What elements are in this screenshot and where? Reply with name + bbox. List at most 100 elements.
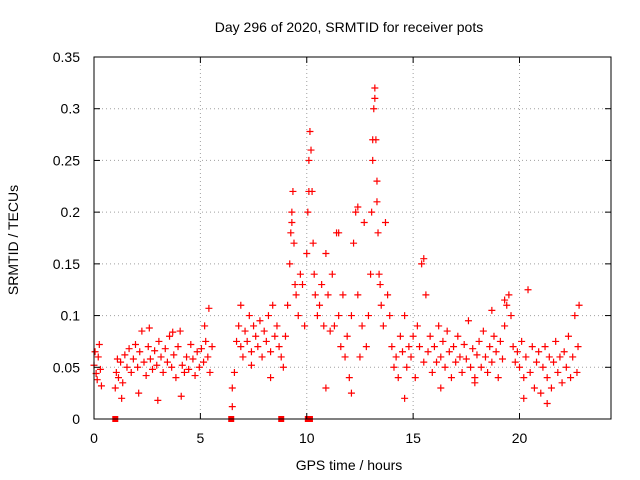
data-point: [522, 353, 530, 361]
data-point: [177, 392, 185, 400]
data-point: [281, 332, 289, 340]
data-point: [277, 353, 285, 361]
data-point: [256, 317, 264, 325]
data-point: [205, 304, 213, 312]
data-point: [311, 291, 319, 299]
data-point: [456, 353, 464, 361]
data-point: [241, 327, 249, 335]
data-point: [371, 84, 379, 92]
data-point: [347, 312, 355, 320]
data-point: [204, 353, 212, 361]
data-point: [407, 353, 415, 361]
data-point: [153, 361, 161, 369]
data-point: [187, 341, 195, 349]
data-point: [291, 281, 299, 289]
data-point: [174, 343, 182, 351]
data-point: [208, 343, 216, 351]
data-point: [362, 343, 370, 351]
data-point: [168, 363, 176, 371]
data-point: [398, 348, 406, 356]
data-point: [575, 301, 583, 309]
data-point: [439, 337, 447, 345]
data-point: [494, 374, 502, 382]
data-point: [117, 358, 125, 366]
y-tick-label: 0.25: [53, 152, 80, 168]
data-point: [574, 343, 582, 351]
data-point: [200, 358, 208, 366]
data-point: [403, 363, 411, 371]
data-point: [289, 187, 297, 195]
data-point: [228, 403, 236, 411]
data-point: [420, 255, 428, 263]
x-tick-label: 15: [405, 430, 421, 446]
data-point: [509, 343, 517, 351]
data-point: [93, 376, 101, 384]
data-point: [530, 384, 538, 392]
data-point: [97, 382, 105, 390]
data-point: [464, 317, 472, 325]
data-point: [381, 218, 389, 226]
data-point: [503, 301, 511, 309]
data-point: [287, 229, 295, 237]
data-point: [131, 341, 139, 349]
data-point: [163, 358, 171, 366]
data-point: [347, 389, 355, 397]
data-point: [305, 187, 313, 195]
data-point: [324, 291, 332, 299]
data-point: [567, 374, 575, 382]
data-point: [413, 322, 421, 330]
data-point: [301, 322, 309, 330]
data-point: [157, 353, 165, 361]
data-point: [151, 347, 159, 355]
data-point: [484, 368, 492, 376]
data-point: [543, 374, 551, 382]
data-point: [386, 312, 394, 320]
data-point: [418, 260, 426, 268]
chart-title: Day 296 of 2020, SRMTID for receiver pot…: [215, 19, 483, 35]
data-point: [477, 363, 485, 371]
y-tick-label: 0.35: [53, 49, 80, 65]
data-point: [401, 394, 409, 402]
data-point: [513, 348, 521, 356]
data-point: [373, 198, 381, 206]
data-point: [154, 396, 162, 404]
data-point: [247, 348, 255, 356]
data-point: [452, 358, 460, 366]
data-point: [96, 365, 104, 373]
data-point: [306, 127, 314, 135]
data-point: [136, 348, 144, 356]
data-point: [445, 348, 453, 356]
data-point: [345, 374, 353, 382]
data-point: [335, 229, 343, 237]
data-point: [305, 156, 313, 164]
data-point: [202, 337, 210, 345]
data-point: [322, 384, 330, 392]
data-point: [554, 368, 562, 376]
y-tick-label: 0.15: [53, 256, 80, 272]
data-point: [558, 379, 566, 387]
data-point: [428, 368, 436, 376]
data-point: [328, 270, 336, 278]
data-point: [245, 312, 253, 320]
data-point: [516, 363, 524, 371]
data-point: [374, 229, 382, 237]
x-axis-label: GPS time / hours: [296, 457, 403, 473]
data-point: [125, 345, 133, 353]
data-point: [166, 332, 174, 340]
data-point: [537, 389, 545, 397]
data-point: [254, 343, 262, 351]
data-point: [250, 322, 258, 330]
data-point: [409, 332, 417, 340]
data-point: [170, 351, 178, 359]
data-point: [352, 208, 360, 216]
data-point: [375, 270, 383, 278]
data-point: [339, 291, 347, 299]
data-point: [267, 348, 275, 356]
data-point: [262, 337, 270, 345]
data-point: [189, 355, 197, 363]
data-point: [518, 337, 526, 345]
x-tick-label: 0: [90, 430, 98, 446]
data-point: [144, 343, 152, 351]
data-point: [183, 353, 191, 361]
y-tick-label: 0.2: [61, 204, 81, 220]
